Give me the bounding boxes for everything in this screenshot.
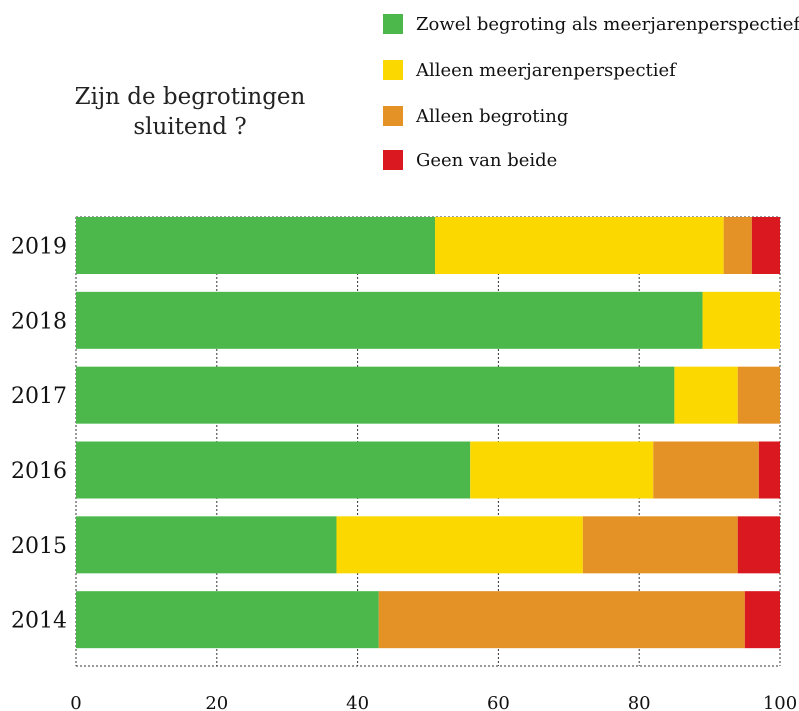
y-tick-label: 2019: [11, 235, 67, 260]
bar-segment: [751, 217, 780, 274]
bar-segment: [378, 591, 745, 649]
bar-segment: [582, 516, 738, 574]
y-tick-label: 2014: [11, 609, 67, 634]
bar-segment: [674, 366, 738, 424]
legend-swatch: [383, 150, 403, 170]
y-tick-label: 2018: [11, 309, 67, 334]
x-tick-label: 60: [487, 693, 510, 711]
legend-label: Geen van beide: [416, 150, 557, 171]
bar-segment: [336, 516, 583, 574]
legend-label: Zowel begroting als meerjarenperspectief: [416, 14, 799, 35]
bar-segment: [744, 591, 780, 649]
y-tick-label: 2015: [11, 534, 67, 559]
x-tick-label: 40: [346, 693, 369, 711]
bar-segment: [76, 217, 436, 274]
bar-segment: [76, 441, 471, 499]
bar-segment: [435, 217, 724, 274]
x-tick-label: 0: [70, 693, 81, 711]
bar-segment: [76, 516, 337, 574]
legend-swatch: [383, 106, 403, 126]
bar-segment: [737, 516, 780, 574]
x-tick-label: 20: [205, 693, 228, 711]
legend-label: Alleen begroting: [415, 106, 568, 127]
bar-segment: [470, 441, 654, 499]
bar-segment: [76, 291, 703, 349]
legend-swatch: [383, 60, 403, 80]
legend-swatch: [383, 14, 403, 34]
x-tick-label: 100: [763, 693, 797, 711]
bar-segment: [737, 366, 780, 424]
bar-segment: [76, 366, 675, 424]
bar-segment: [723, 217, 752, 274]
chart-title: Zijn de begrotingen sluitend ?: [74, 84, 306, 140]
bar-segment: [653, 441, 759, 499]
bar-segment: [702, 291, 780, 349]
legend-label: Alleen meerjarenperspectief: [415, 60, 677, 81]
bar-segment: [758, 441, 780, 499]
x-tick-label: 80: [628, 693, 651, 711]
y-tick-label: 2016: [11, 459, 67, 484]
bar-segment: [76, 591, 379, 649]
y-tick-label: 2017: [11, 384, 67, 409]
